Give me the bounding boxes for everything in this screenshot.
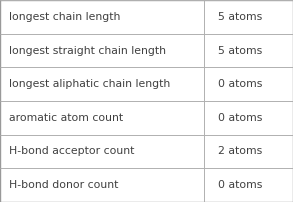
Text: 5 atoms: 5 atoms bbox=[218, 12, 263, 22]
Text: longest chain length: longest chain length bbox=[9, 12, 120, 22]
Text: 0 atoms: 0 atoms bbox=[218, 79, 263, 89]
Text: H-bond acceptor count: H-bond acceptor count bbox=[9, 146, 134, 157]
Text: 0 atoms: 0 atoms bbox=[218, 113, 263, 123]
Text: aromatic atom count: aromatic atom count bbox=[9, 113, 123, 123]
Text: 2 atoms: 2 atoms bbox=[218, 146, 263, 157]
Text: 0 atoms: 0 atoms bbox=[218, 180, 263, 190]
Text: H-bond donor count: H-bond donor count bbox=[9, 180, 118, 190]
Text: longest straight chain length: longest straight chain length bbox=[9, 45, 166, 56]
Text: 5 atoms: 5 atoms bbox=[218, 45, 263, 56]
Text: longest aliphatic chain length: longest aliphatic chain length bbox=[9, 79, 170, 89]
